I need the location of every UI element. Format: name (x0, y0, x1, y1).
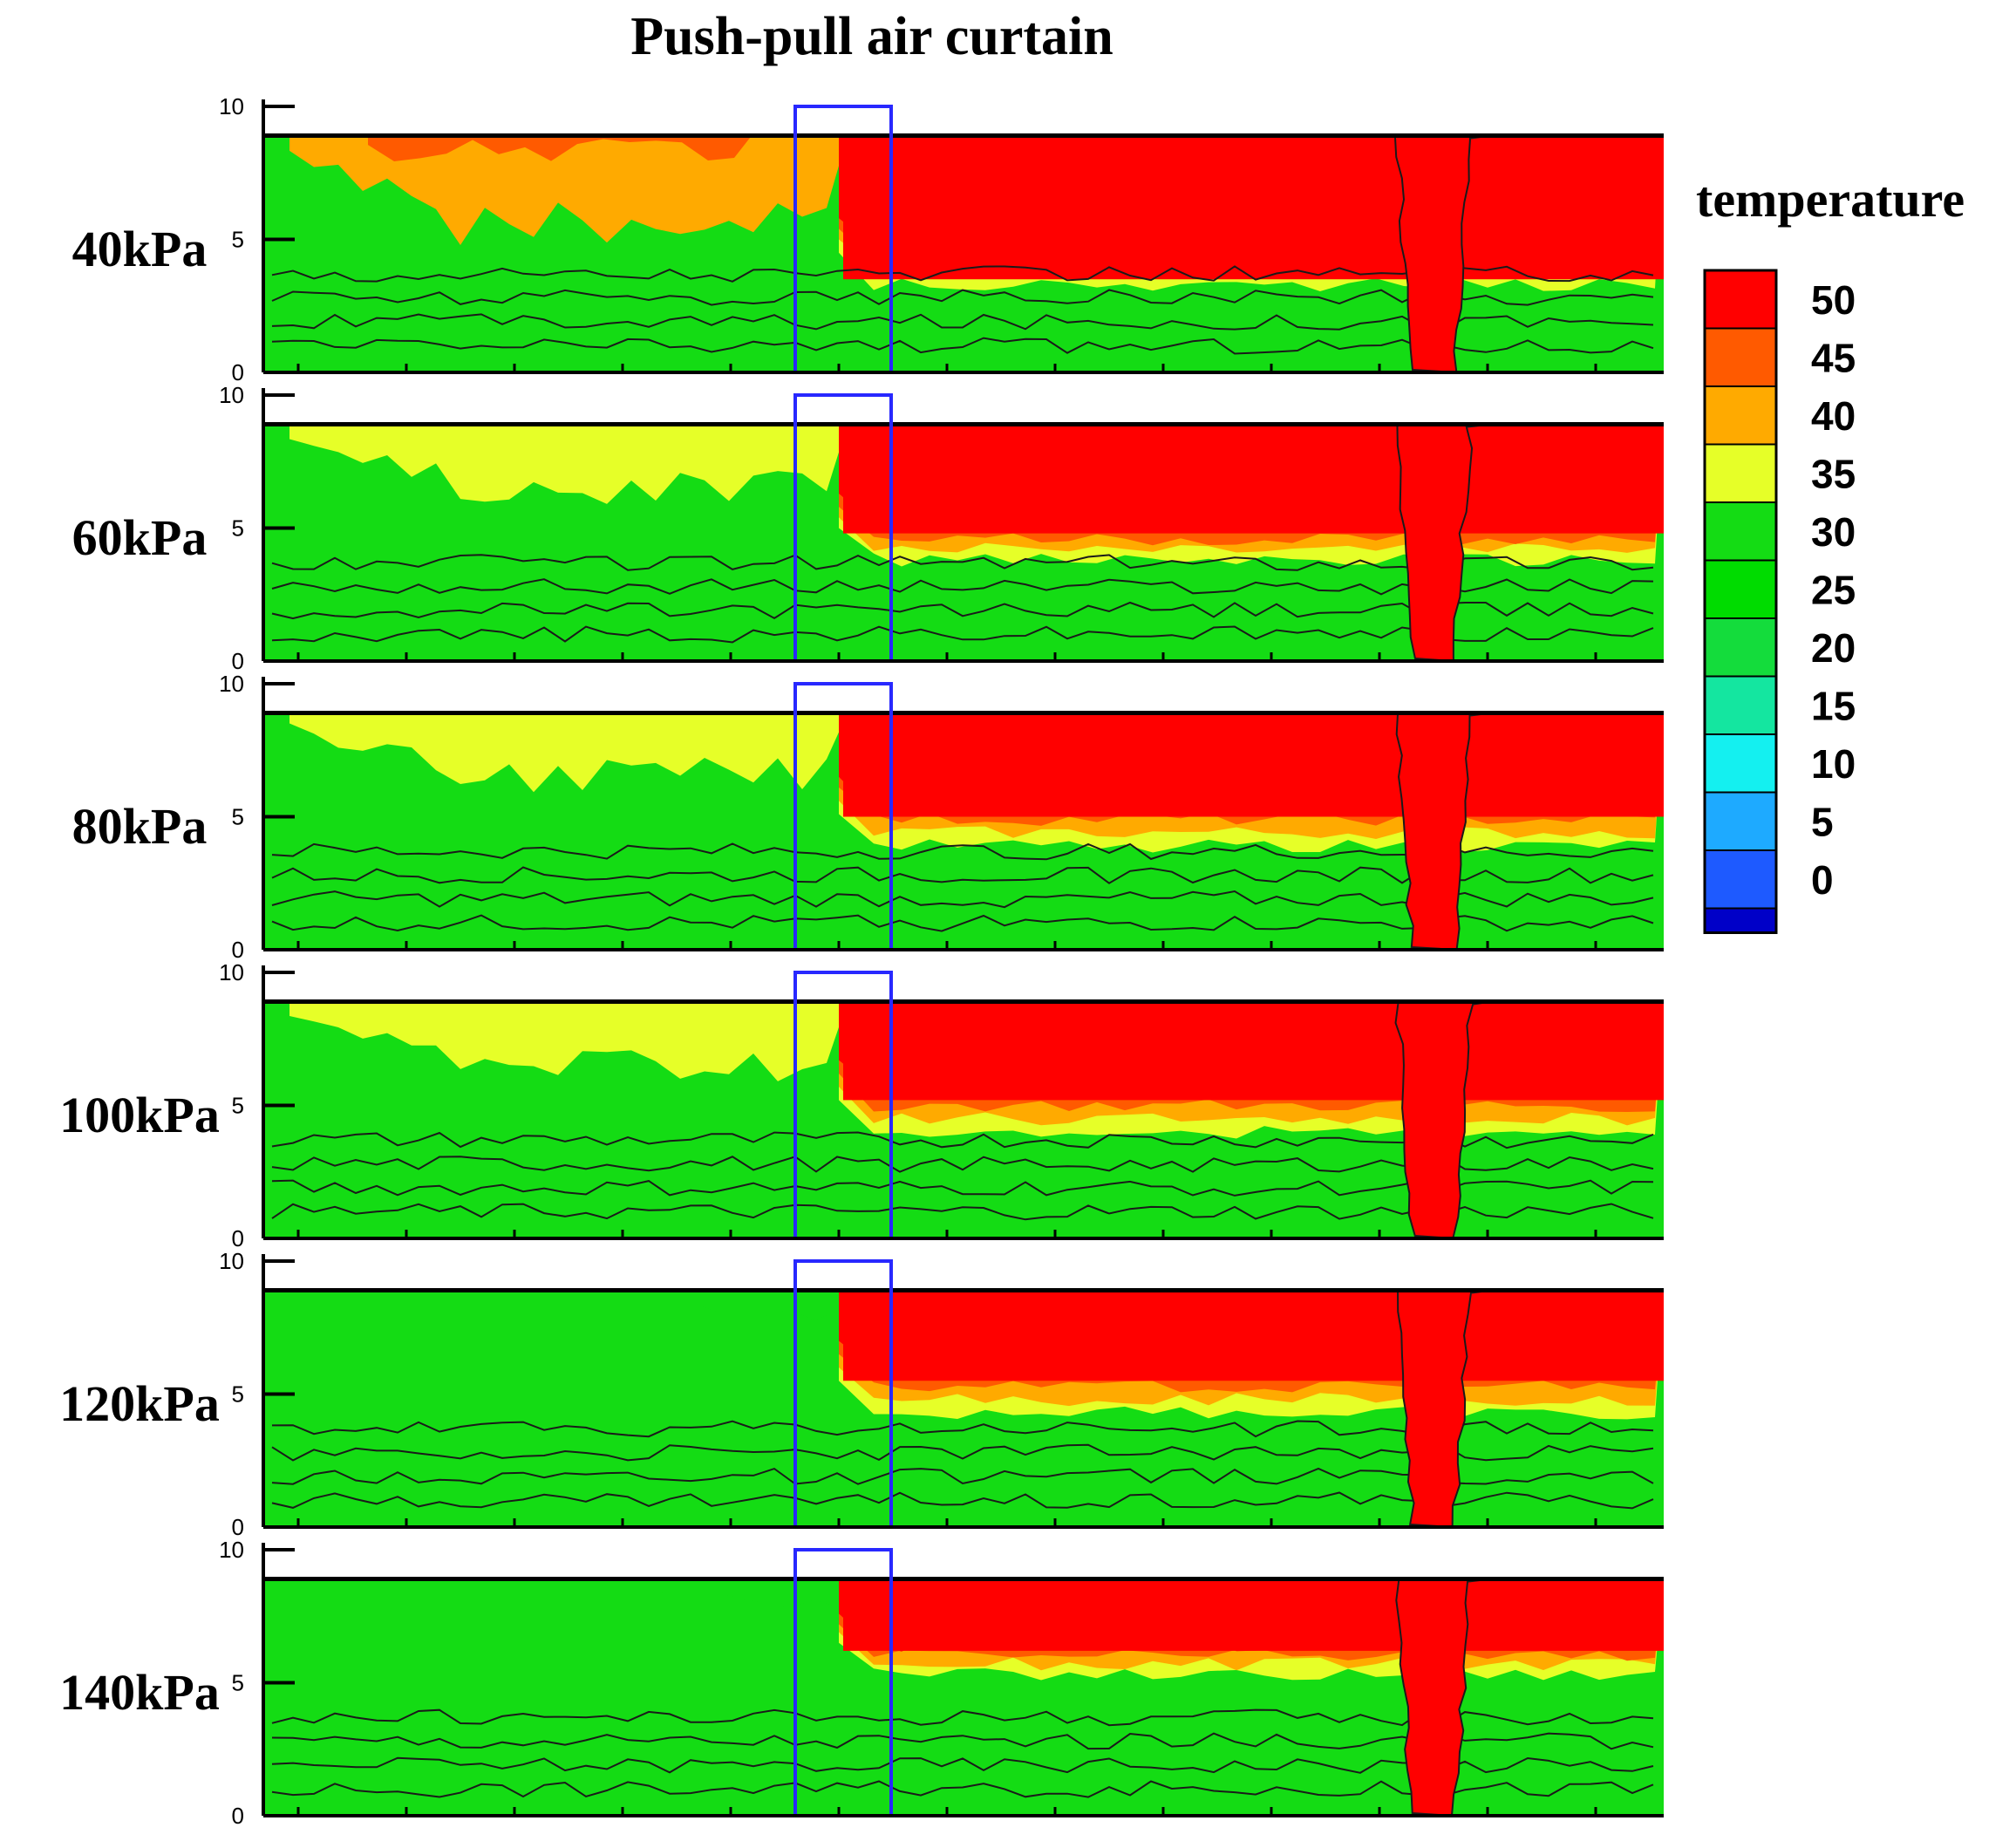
panel-label-40kPa: 40kPa (72, 221, 208, 277)
left-warm-region (289, 424, 848, 504)
panel-80kPa: 0 5 10 80kPa (72, 671, 1664, 963)
y-tick-label: 5 (232, 804, 244, 830)
legend-swatch (1704, 907, 1777, 934)
right-hot-core (843, 135, 1664, 280)
left-warm-region (595, 1579, 848, 1609)
y-tick-label: 10 (219, 959, 244, 985)
air-curtain-frame (793, 682, 893, 950)
air-curtain-frame (793, 1259, 893, 1527)
left-warm-region (289, 713, 848, 793)
legend-label: 45 (1811, 336, 1856, 381)
legend-swatch (1704, 849, 1777, 910)
legend-swatch (1704, 559, 1777, 619)
y-tick-label: 10 (219, 93, 244, 119)
legend-swatch (1704, 791, 1777, 851)
legend-label: 10 (1811, 741, 1856, 787)
legend-label: 50 (1811, 277, 1856, 323)
legend-label: 30 (1811, 509, 1856, 555)
right-hot-core (843, 713, 1664, 817)
panel-label-80kPa: 80kPa (72, 798, 208, 855)
legend-swatch (1704, 385, 1777, 446)
panel-60kPa: 0 5 10 60kPa (72, 382, 1664, 674)
legend-label: 35 (1811, 452, 1856, 497)
air-curtain-frame (793, 1548, 893, 1816)
legend-swatch (1704, 675, 1777, 735)
legend-label: 0 (1811, 857, 1834, 903)
y-tick-label: 5 (232, 1381, 244, 1408)
y-tick-label: 5 (232, 1093, 244, 1119)
legend-swatch (1704, 269, 1777, 330)
panel-40kPa: 0 5 10 40kPa (72, 93, 1664, 385)
legend-label: 15 (1811, 684, 1856, 729)
right-hot-core (843, 1001, 1664, 1101)
y-tick-label: 0 (232, 1803, 244, 1829)
air-curtain-frame (793, 105, 893, 372)
y-tick-label: 10 (219, 382, 244, 408)
right-hot-core (843, 1290, 1664, 1381)
chart-title: Push-pull air curtain (630, 7, 1113, 66)
panel-100kPa: 0 5 10 100kPa (59, 959, 1664, 1251)
panel-120kPa: 0 5 10 120kPa (59, 1248, 1664, 1540)
y-tick-label: 10 (219, 1248, 244, 1274)
panel-label-140kPa: 140kPa (59, 1664, 220, 1721)
legend-title: temperature (1696, 171, 1965, 228)
legend-frame (1703, 269, 1778, 934)
y-tick-label: 0 (232, 648, 244, 674)
right-hot-core (843, 1579, 1664, 1651)
legend-label: 5 (1811, 800, 1834, 845)
legend-label: 40 (1811, 393, 1856, 439)
left-warm-region (289, 135, 848, 246)
panel-label-100kPa: 100kPa (59, 1087, 220, 1143)
legend-swatch (1704, 733, 1777, 794)
right-hot-core (843, 424, 1664, 534)
y-tick-label: 5 (232, 1670, 244, 1696)
legend-label: 25 (1811, 568, 1856, 613)
y-tick-label: 10 (219, 1537, 244, 1563)
y-tick-label: 0 (232, 937, 244, 963)
y-tick-label: 5 (232, 515, 244, 542)
panel-label-120kPa: 120kPa (59, 1375, 220, 1432)
panels: 051040kPa051060kPa051080kPa0510100kPa051… (59, 93, 1664, 1829)
legend-label: 20 (1811, 625, 1856, 671)
panel-140kPa: 0 5 10 140kPa (59, 1537, 1664, 1829)
air-curtain-frame (793, 971, 893, 1238)
legend-swatch (1704, 617, 1777, 678)
y-tick-label: 5 (232, 227, 244, 253)
legend-swatch (1704, 443, 1777, 503)
air-curtain-frame (793, 393, 893, 661)
left-hot-patch (368, 135, 752, 162)
panel-label-60kPa: 60kPa (72, 509, 208, 566)
y-tick-label: 0 (232, 1514, 244, 1540)
y-tick-label: 10 (219, 671, 244, 697)
legend-swatch (1704, 501, 1777, 562)
left-warm-region (289, 1001, 848, 1081)
left-warm-region (595, 1290, 848, 1321)
y-tick-label: 0 (232, 1225, 244, 1251)
y-tick-label: 0 (232, 359, 244, 385)
legend-swatch (1704, 327, 1777, 387)
